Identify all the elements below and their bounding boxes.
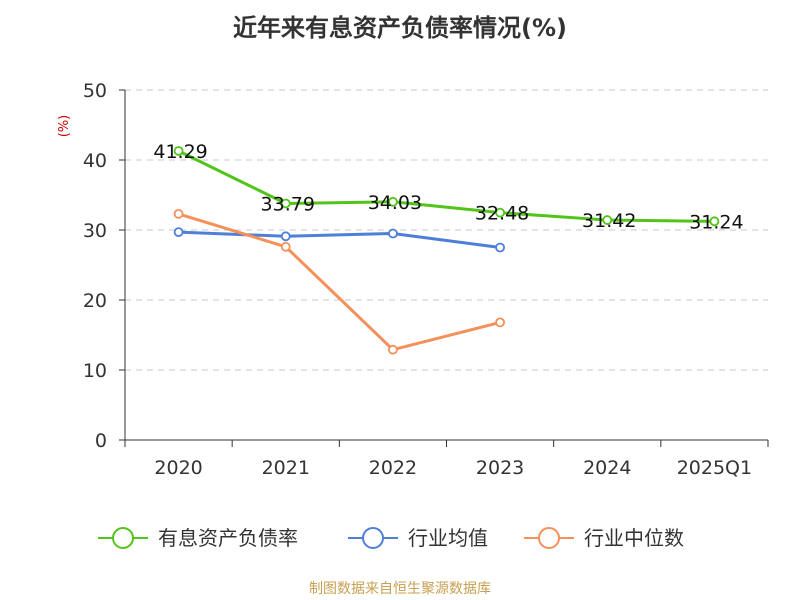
data-point bbox=[173, 146, 184, 156]
legend-label: 行业均值 bbox=[408, 526, 488, 550]
x-tick-label: 2025Q1 bbox=[677, 457, 752, 479]
data-label: 31.24 bbox=[689, 211, 743, 233]
y-tick-label: 20 bbox=[83, 290, 107, 312]
y-tick-label: 40 bbox=[83, 150, 107, 172]
data-point bbox=[280, 198, 291, 209]
data-point bbox=[388, 196, 398, 207]
data-point bbox=[280, 241, 291, 252]
series-line bbox=[177, 149, 715, 223]
y-tick-label: 30 bbox=[83, 220, 107, 242]
series-line bbox=[178, 212, 501, 352]
x-tick-label: 2022 bbox=[369, 457, 417, 479]
legend-label: 行业中位数 bbox=[584, 526, 684, 550]
data-label: 33.79 bbox=[261, 193, 315, 215]
y-tick-label: 50 bbox=[83, 80, 107, 102]
data-point bbox=[709, 216, 720, 227]
data-label: 31.42 bbox=[582, 210, 636, 232]
chart-title: 近年来有息资产负债率情况(%) bbox=[233, 14, 567, 42]
series-line bbox=[178, 230, 501, 249]
legend-label: 有息资产负债率 bbox=[158, 526, 298, 550]
x-tick-label: 2023 bbox=[476, 457, 524, 479]
data-point bbox=[495, 242, 505, 253]
x-tick-label: 2024 bbox=[583, 457, 631, 479]
x-tick-label: 2021 bbox=[262, 457, 310, 479]
y-tick-label: 10 bbox=[83, 360, 107, 382]
legend-marker bbox=[538, 527, 560, 549]
y-axis-unit: (%) bbox=[57, 115, 72, 138]
legend-marker bbox=[362, 527, 384, 549]
legend-marker bbox=[112, 527, 134, 549]
data-point bbox=[388, 228, 398, 239]
data-point bbox=[602, 215, 613, 225]
data-point bbox=[495, 317, 505, 328]
data-point bbox=[280, 231, 291, 242]
data-point bbox=[495, 207, 505, 218]
y-tick-label: 0 bbox=[95, 430, 107, 452]
data-label: 34.03 bbox=[368, 192, 422, 214]
data-point bbox=[173, 227, 184, 238]
data-point bbox=[388, 344, 398, 355]
data-label: 41.29 bbox=[153, 141, 207, 163]
data-point bbox=[173, 208, 184, 219]
x-tick-label: 2020 bbox=[154, 457, 202, 479]
data-label: 32.48 bbox=[475, 203, 529, 225]
source-note: 制图数据来自恒生聚源数据库 bbox=[309, 581, 491, 597]
